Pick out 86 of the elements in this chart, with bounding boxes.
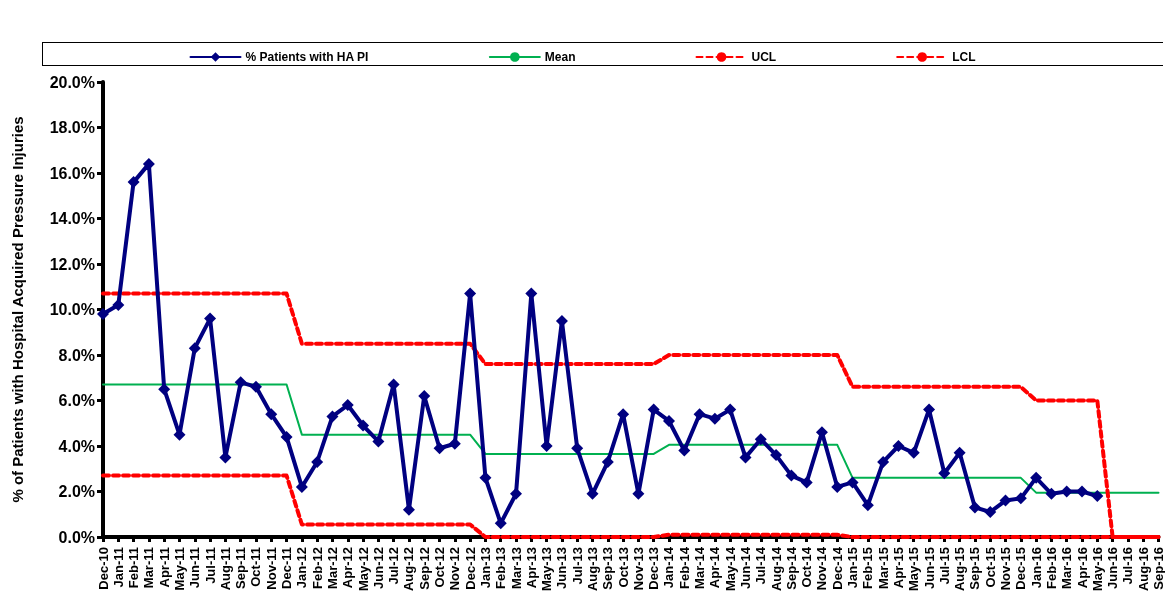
x-tick-label: Jun-14 bbox=[737, 546, 753, 589]
x-tick-label: Mar-14 bbox=[692, 546, 708, 589]
y-tick-label: 4.0% bbox=[58, 437, 95, 455]
y-axis-title: % of Patients with Hospital Acquired Pressure Injuries bbox=[9, 116, 26, 503]
x-tick-label: Feb-14 bbox=[676, 546, 692, 589]
y-tick-label: 8.0% bbox=[58, 346, 95, 364]
x-tick-label: Aug-14 bbox=[768, 546, 784, 592]
x-tick-label: Oct-15 bbox=[982, 547, 998, 588]
x-tick-label: Oct-12 bbox=[432, 547, 448, 588]
y-tick-label: 18.0% bbox=[49, 119, 95, 136]
legend-label: LCL bbox=[952, 50, 976, 64]
legend-label: Mean bbox=[544, 50, 576, 64]
x-tick-label: Feb-15 bbox=[860, 547, 876, 589]
x-tick-label: Dec-11 bbox=[279, 547, 295, 589]
x-tick-label: Jul-11 bbox=[202, 547, 218, 584]
x-tick-label: Aug-13 bbox=[585, 547, 601, 592]
x-tick-label: May-16 bbox=[1089, 547, 1105, 592]
x-tick-label: Apr-12 bbox=[340, 547, 356, 589]
x-tick-label: Dec-15 bbox=[1013, 547, 1029, 590]
x-tick-label: May-14 bbox=[722, 546, 738, 592]
x-tick-label: Sep-12 bbox=[416, 547, 432, 590]
y-tick-label: 6.0% bbox=[58, 392, 95, 409]
x-tick-label: Jan-15 bbox=[845, 547, 861, 589]
x-tick-label: Jan-13 bbox=[477, 547, 493, 589]
x-tick-label: Oct-11 bbox=[248, 547, 264, 587]
x-tick-label: Sep-11 bbox=[233, 547, 249, 589]
x-tick-label: Jun-16 bbox=[1105, 547, 1121, 589]
x-tick-label: Dec-12 bbox=[462, 547, 478, 590]
x-tick-label: Jul-13 bbox=[569, 547, 585, 585]
y-tick-label: 12.0% bbox=[49, 255, 95, 273]
x-tick-label: Mar-11 bbox=[141, 547, 157, 589]
x-tick-label: Jun-12 bbox=[370, 547, 386, 589]
x-tick-label: Sep-14 bbox=[783, 546, 799, 590]
x-tick-label: Aug-11 bbox=[217, 547, 233, 591]
x-tick-label: Feb-12 bbox=[309, 547, 325, 589]
x-tick-label: Mar-12 bbox=[324, 547, 340, 589]
x-tick-label: May-15 bbox=[906, 547, 922, 592]
x-tick-label: Nov-12 bbox=[447, 547, 463, 591]
x-tick-label: Dec-13 bbox=[646, 547, 662, 590]
y-tick-label: 14.0% bbox=[49, 210, 95, 227]
x-tick-label: Apr-14 bbox=[707, 546, 723, 589]
x-tick-label: Jun-15 bbox=[921, 547, 937, 589]
x-tick-label: Feb-16 bbox=[1043, 547, 1059, 589]
y-tick-label: 2.0% bbox=[58, 483, 95, 500]
x-tick-label: Mar-13 bbox=[508, 547, 524, 589]
x-tick-label: Oct-13 bbox=[615, 547, 631, 588]
x-tick-label: Jul-15 bbox=[936, 547, 952, 585]
x-tick-label: Sep-13 bbox=[600, 547, 616, 590]
y-tick-label: 0.0% bbox=[58, 528, 95, 546]
x-tick-label: Feb-11 bbox=[126, 547, 142, 589]
x-tick-label: May-12 bbox=[355, 547, 371, 592]
y-tick-label: 20.0% bbox=[49, 73, 95, 91]
x-tick-label: Mar-16 bbox=[1059, 547, 1075, 589]
x-tick-label: Mar-15 bbox=[875, 547, 891, 589]
y-tick-label: 10.0% bbox=[49, 301, 95, 318]
x-tick-label: Aug-16 bbox=[1135, 547, 1151, 592]
x-tick-label: Apr-16 bbox=[1074, 547, 1090, 589]
y-tick-label: 16.0% bbox=[49, 164, 95, 182]
x-tick-label: Jun-13 bbox=[554, 547, 570, 589]
x-tick-label: Jan-12 bbox=[294, 547, 310, 589]
x-tick-label: Jan-14 bbox=[661, 546, 677, 589]
x-tick-label: Sep-15 bbox=[967, 547, 983, 590]
x-tick-label: Apr-11 bbox=[156, 547, 172, 588]
x-tick-label: Dec-14 bbox=[829, 546, 845, 590]
x-tick-label: Aug-15 bbox=[952, 547, 968, 592]
x-tick-label: Oct-14 bbox=[799, 546, 815, 588]
x-tick-label: Jul-12 bbox=[386, 547, 402, 585]
x-tick-label: Apr-13 bbox=[523, 547, 539, 589]
x-tick-label: Jun-11 bbox=[187, 547, 203, 589]
x-tick-label: Jan-11 bbox=[110, 547, 126, 588]
x-tick-label: Sep-16 bbox=[1151, 547, 1165, 590]
x-tick-label: Nov-11 bbox=[263, 547, 279, 590]
x-tick-label: Jul-14 bbox=[753, 546, 769, 585]
x-tick-label: Apr-15 bbox=[890, 547, 906, 589]
x-tick-label: Jan-16 bbox=[1028, 547, 1044, 589]
x-tick-label: Nov-15 bbox=[998, 547, 1014, 591]
x-tick-label: May-11 bbox=[171, 547, 187, 591]
x-tick-label: May-13 bbox=[539, 547, 555, 592]
x-tick-label: Dec-10 bbox=[95, 547, 111, 590]
x-tick-label: Nov-14 bbox=[814, 546, 830, 591]
legend-label: UCL bbox=[751, 50, 777, 64]
x-tick-label: Nov-13 bbox=[630, 547, 646, 591]
x-tick-label: Feb-13 bbox=[493, 547, 509, 589]
x-tick-label: Aug-12 bbox=[401, 547, 417, 592]
x-tick-label: Jul-16 bbox=[1120, 547, 1136, 585]
legend-label: % Patients with HA PI bbox=[245, 50, 369, 64]
